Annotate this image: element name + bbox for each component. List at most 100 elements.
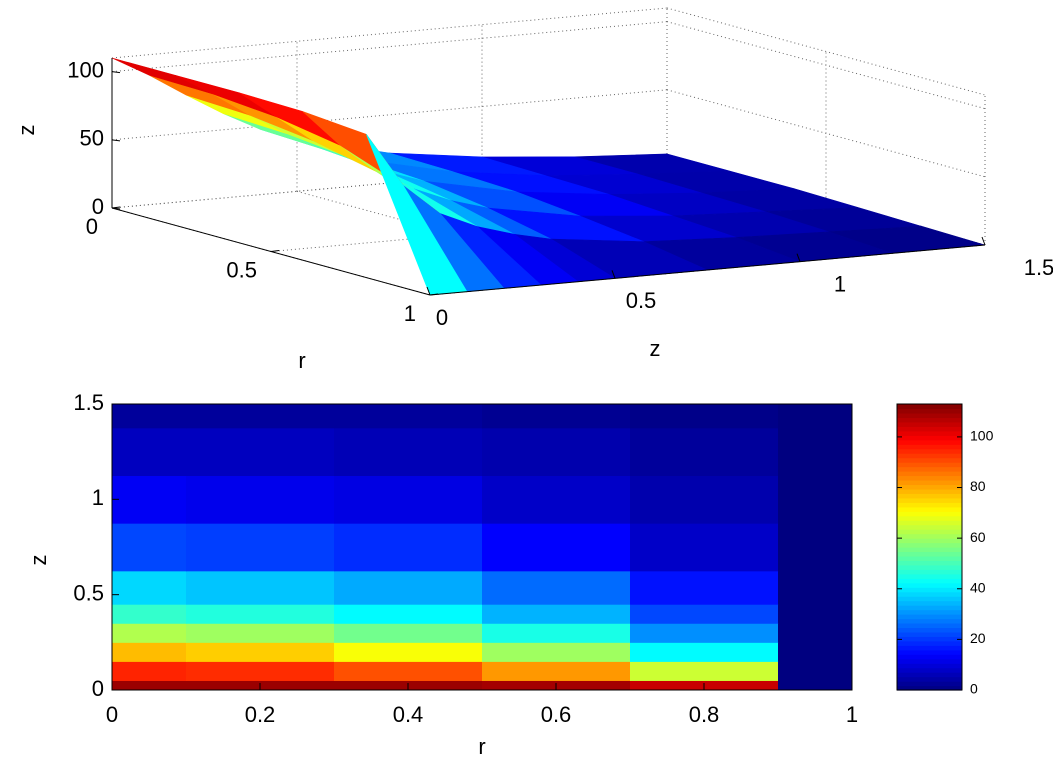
colorbar-swatch (897, 497, 962, 503)
colorbar-swatch (897, 600, 962, 606)
colorbar-swatch (897, 529, 962, 535)
heatmap-cell (112, 404, 187, 429)
heatmap-cell (112, 661, 187, 681)
x-tick-label: 0.4 (393, 702, 424, 727)
colorbar-tick-label: 60 (970, 529, 986, 545)
heatmap-cell (630, 570, 779, 605)
heatmap-cell (630, 604, 779, 624)
heatmap-cell (112, 570, 187, 605)
colorbar-swatch (897, 538, 962, 544)
heatmap-cell (334, 475, 483, 524)
colorbar-swatch (897, 591, 962, 597)
grid-line (111, 89, 668, 141)
colorbar-swatch (897, 569, 962, 575)
colorbar-swatch (897, 614, 962, 620)
heatmap-cell (112, 523, 187, 572)
heatmap-cell (482, 570, 631, 605)
colorbar-tick-label: 0 (970, 681, 978, 697)
tick-mark (796, 253, 801, 262)
z-tick-label: 100 (67, 57, 104, 82)
tick-mark (611, 270, 616, 279)
colorbar-swatch (897, 404, 962, 410)
heatmap-cell (778, 523, 853, 572)
x-axis-label: r (478, 734, 485, 759)
heatmap-cell (482, 523, 631, 572)
z-tick-label: 0 (92, 194, 104, 219)
colorbar-swatch (897, 444, 962, 450)
heatmap-cell (630, 642, 779, 662)
colorbar-swatch (897, 511, 962, 517)
colorbar-swatch (897, 631, 962, 637)
heatmap-cell (778, 642, 853, 662)
colorbar-frame (896, 403, 963, 691)
colorbar-swatch (897, 622, 962, 629)
colorbar-swatch (897, 417, 962, 423)
colorbar-swatch (897, 676, 962, 682)
heatmap-cell (630, 523, 779, 572)
colorbar-swatch (897, 488, 962, 494)
heatmap-cell (112, 642, 187, 662)
heatmap-cell (334, 404, 483, 429)
heatmap-cell (482, 404, 631, 429)
colorbar-swatch (897, 640, 962, 646)
y-tick-label: 1 (92, 485, 104, 510)
heatmap-cell (186, 427, 335, 476)
x-tick-label: 0 (106, 702, 118, 727)
colorbar-swatch (897, 582, 962, 588)
colorbar-swatch (897, 515, 962, 521)
colorbar-swatch (897, 453, 962, 459)
x-tick-label: 0.5 (226, 257, 257, 282)
heatmap-cell (112, 680, 187, 691)
heatmap-cell (778, 404, 853, 429)
heatmap-cell (778, 680, 853, 691)
colorbar-swatch (897, 466, 962, 472)
colorbar-swatch (897, 605, 962, 611)
x-tick-label: 0.2 (245, 702, 276, 727)
y-axis-label: z (26, 555, 51, 566)
colorbar-swatch (897, 587, 962, 593)
colorbar-swatch (897, 654, 962, 660)
heatmap-cell (778, 661, 853, 681)
colorbar-swatch (897, 560, 962, 566)
colorbar-swatch (897, 457, 962, 463)
heatmap-cell (334, 623, 483, 643)
x-tick-label: 1 (846, 702, 858, 727)
colorbar-swatch (897, 555, 962, 562)
x-tick-label: 0.8 (689, 702, 720, 727)
colorbar-tick-label: 20 (970, 630, 986, 646)
heatmap-cell (186, 642, 335, 662)
heatmap-cell (112, 427, 187, 476)
colorbar-swatch (897, 573, 962, 579)
colorbar-swatch (897, 524, 962, 530)
heatmap-cell (482, 661, 631, 681)
heatmap-cell (482, 642, 631, 662)
colorbar-swatch (897, 658, 962, 664)
x-tick-label: 0.6 (541, 702, 572, 727)
colorbar-swatch (897, 484, 962, 490)
heatmap-cell (334, 427, 483, 476)
y-tick-label: 0 (436, 305, 448, 330)
colorbar-swatch (897, 475, 962, 481)
colorbar-swatch (897, 596, 962, 602)
colorbar-tick-label: 80 (970, 478, 986, 494)
colorbar-swatch (897, 421, 962, 427)
heatmap-cell (778, 623, 853, 643)
tick-mark (270, 250, 280, 252)
y-tick-label: 1 (834, 271, 846, 296)
heatmap-cell (482, 427, 631, 476)
heatmap-cell (334, 523, 483, 572)
tick-mark (111, 206, 121, 209)
colorbar-swatch (897, 439, 962, 445)
colorbar-swatch (897, 448, 962, 454)
heatmap-cell (334, 604, 483, 624)
colorbar-swatch (897, 578, 962, 584)
colorbar-swatch (897, 636, 962, 642)
x-axis-label: r (298, 348, 305, 373)
heatmap-cell (186, 604, 335, 624)
colorbar-swatch (897, 564, 962, 570)
plot-frame (111, 403, 853, 691)
colorbar-swatch (897, 685, 962, 691)
heatmap-cell (482, 604, 631, 624)
heatmap-cell (334, 570, 483, 605)
colorbar-swatch (897, 462, 962, 468)
